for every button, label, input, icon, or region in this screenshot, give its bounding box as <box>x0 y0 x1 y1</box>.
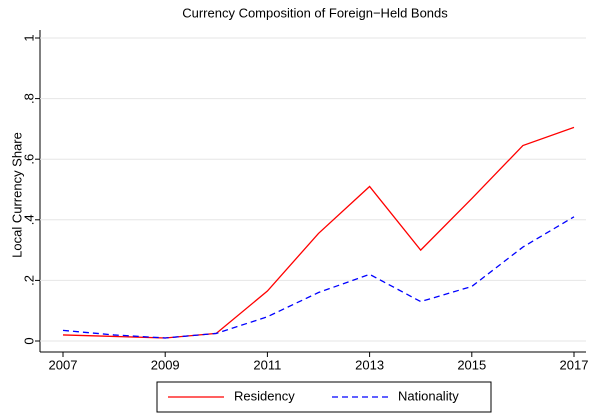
series-line <box>62 216 575 339</box>
y-tick-label: .8 <box>21 93 36 104</box>
y-tick-label: 1 <box>21 34 36 41</box>
legend-label: Residency <box>234 388 295 403</box>
x-tick-label: 2007 <box>49 357 78 372</box>
x-tick-label: 2013 <box>355 357 384 372</box>
y-tick-label: .4 <box>21 214 36 225</box>
x-tick-label: 2009 <box>151 357 180 372</box>
y-tick-label: 0 <box>21 337 36 344</box>
legend-label: Nationality <box>398 388 459 403</box>
y-tick-label: .6 <box>21 154 36 165</box>
y-tick-label: .2 <box>21 275 36 286</box>
x-tick-label: 2017 <box>560 357 589 372</box>
x-tick-label: 2015 <box>457 357 486 372</box>
y-axis-title: Local Currency Share <box>9 132 24 258</box>
x-tick-label: 2011 <box>253 357 281 372</box>
chart-title: Currency Composition of Foreign−Held Bon… <box>182 5 448 20</box>
